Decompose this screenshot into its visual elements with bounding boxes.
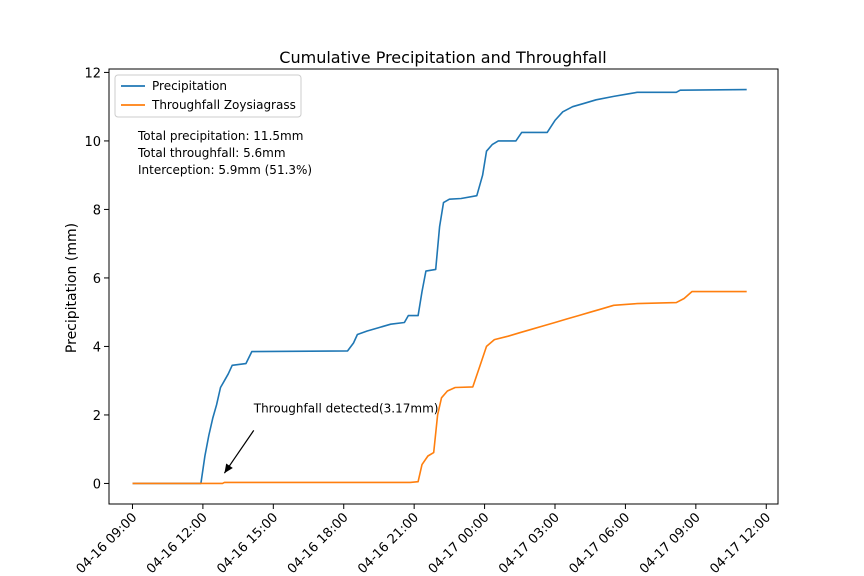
- y-axis-label: Precipitation (mm): [64, 223, 80, 353]
- y-tick-label: 0: [93, 477, 101, 492]
- stats-line: Total throughfall: 5.6mm: [137, 146, 286, 160]
- stats-text: Total precipitation: 11.5mm Total through…: [137, 129, 312, 177]
- annotation-text: Throughfall detected(3.17mm): [253, 401, 439, 415]
- y-tick-label: 10: [84, 135, 101, 150]
- plot-frame: [108, 68, 779, 505]
- y-tick-label: 6: [93, 272, 101, 287]
- y-axis: 0 2 4 6 8 10 12: [84, 66, 109, 492]
- y-tick-label: 8: [93, 203, 101, 218]
- y-tick-label: 12: [84, 66, 101, 81]
- legend-label: Precipitation: [152, 79, 227, 93]
- stats-line: Interception: 5.9mm (51.3%): [138, 163, 312, 177]
- plot-area: [108, 68, 779, 505]
- legend: Precipitation Throughfall Zoysiagrass: [114, 74, 302, 118]
- stats-line: Total precipitation: 11.5mm: [137, 129, 303, 143]
- annotation-arrow-head: [224, 463, 233, 474]
- chart-title: Cumulative Precipitation and Throughfall: [279, 48, 606, 67]
- y-tick-label: 2: [93, 409, 101, 424]
- annotation: Throughfall detected(3.17mm): [223, 401, 439, 474]
- series-line-throughfall: [132, 290, 747, 485]
- y-tick-label: 4: [93, 340, 101, 355]
- legend-frame: [114, 74, 302, 118]
- series-layer: [132, 88, 747, 485]
- series-line-precipitation: [132, 88, 747, 485]
- legend-label: Throughfall Zoysiagrass: [151, 98, 296, 112]
